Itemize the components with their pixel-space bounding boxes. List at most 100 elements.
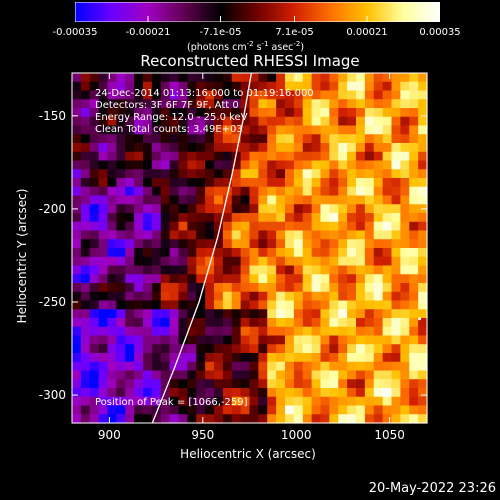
- heatmap-cell: [391, 125, 401, 135]
- heatmap-cell: [125, 125, 135, 135]
- heatmap-cell: [196, 90, 206, 100]
- heatmap-cell: [107, 213, 117, 223]
- heatmap-cell: [347, 160, 357, 170]
- heatmap-cell: [302, 309, 313, 319]
- heatmap-cell: [169, 309, 180, 319]
- heatmap-cell: [391, 178, 401, 188]
- heatmap-cell: [169, 256, 180, 267]
- heatmap-cell: [98, 344, 109, 354]
- heatmap-cell: [125, 370, 135, 380]
- heatmap-cell: [285, 239, 295, 249]
- heatmap-cell: [409, 370, 419, 380]
- heatmap-cell: [338, 169, 348, 179]
- heatmap-cell: [178, 318, 188, 328]
- heatmap-cell: [267, 396, 277, 407]
- heatmap-cell: [98, 405, 109, 415]
- heatmap-cell: [116, 361, 126, 372]
- heatmap-cell: [285, 99, 295, 109]
- heatmap-cell: [98, 326, 109, 337]
- heatmap-cell: [347, 256, 357, 267]
- heatmap-cell: [364, 326, 375, 337]
- heatmap-cell: [107, 318, 117, 328]
- heatmap-cell: [222, 143, 233, 153]
- heatmap-cell: [169, 204, 180, 214]
- heatmap-cell: [356, 213, 366, 223]
- solar-limb-curve: [152, 73, 251, 423]
- heatmap-cell: [222, 239, 233, 249]
- heatmap-cell: [240, 274, 251, 284]
- heatmap-cell: [285, 248, 295, 258]
- heatmap-cell: [258, 283, 268, 293]
- heatmap-cell: [89, 90, 100, 100]
- heatmap-cell: [382, 151, 393, 162]
- heatmap-cell: [187, 151, 197, 162]
- heatmap-cell: [285, 396, 295, 407]
- heatmap-cell: [373, 265, 384, 275]
- heatmap-cell: [258, 248, 268, 258]
- heatmap-cell: [285, 116, 295, 127]
- heatmap-cell: [373, 186, 384, 197]
- heatmap-cell: [249, 186, 259, 197]
- heatmap-cell: [364, 274, 375, 284]
- heatmap-cell: [400, 300, 410, 310]
- heatmap-cell: [267, 379, 277, 389]
- heatmap-cell: [382, 379, 393, 389]
- heatmap-cell: [143, 169, 153, 179]
- heatmap-cell: [267, 300, 277, 310]
- heatmap-cell: [364, 361, 375, 372]
- heatmap-cell: [302, 318, 313, 328]
- heatmap-cell: [107, 274, 117, 284]
- heatmap-cell: [98, 274, 109, 284]
- heatmap-cell: [89, 239, 100, 249]
- x-tick-label: 950: [191, 428, 215, 442]
- heatmap-cell: [373, 125, 384, 135]
- heatmap-cell: [187, 213, 197, 223]
- heatmap-cell: [107, 248, 117, 258]
- heatmap-cell: [302, 90, 313, 100]
- heatmap-cell: [178, 414, 188, 424]
- heatmap-cell: [356, 370, 366, 380]
- colorbar-units: (photons cm-2 s-1 asec-2): [187, 40, 305, 54]
- heatmap-cell: [116, 370, 126, 380]
- heatmap-cell: [98, 309, 109, 319]
- heatmap-cell: [311, 326, 322, 337]
- heatmap-cell: [134, 361, 144, 372]
- heatmap-cell: [258, 143, 268, 153]
- heatmap-cell: [169, 353, 180, 363]
- heatmap-cell: [373, 300, 384, 310]
- heatmap-cell: [178, 186, 188, 197]
- heatmap-cell: [169, 186, 180, 197]
- heatmap-cell: [80, 90, 91, 100]
- heatmap-cell: [160, 134, 171, 144]
- heatmap-cell: [258, 274, 268, 284]
- heatmap-cell: [196, 143, 206, 153]
- heatmap-cell: [267, 256, 277, 267]
- x-tick-label: 1000: [280, 428, 312, 442]
- heatmap-cell: [347, 151, 357, 162]
- heatmap-cell: [98, 108, 109, 118]
- heatmap-cell: [302, 73, 313, 83]
- heatmap-cell: [409, 256, 419, 267]
- heatmap-cell: [364, 178, 375, 188]
- heatmap-cell: [134, 414, 144, 424]
- heatmap-cell: [320, 326, 330, 337]
- heatmap-cell: [249, 239, 259, 249]
- heatmap-cell: [134, 230, 144, 240]
- heatmap-cell: [205, 151, 215, 162]
- heatmap-cell: [196, 160, 206, 170]
- heatmap-cell: [364, 151, 375, 162]
- heatmap-cell: [249, 230, 259, 240]
- heatmap-cell: [134, 73, 144, 83]
- heatmap-cell: [418, 116, 428, 127]
- heatmap-cell: [249, 396, 259, 407]
- heatmap-cell: [364, 396, 375, 407]
- heatmap-cell: [143, 265, 153, 275]
- heatmap-cell: [160, 405, 171, 415]
- heatmap-cell: [143, 204, 153, 214]
- heatmap-cell: [249, 265, 259, 275]
- heatmap-cell: [196, 178, 206, 188]
- heatmap-cell: [240, 353, 251, 363]
- heatmap-cell: [320, 116, 330, 127]
- heatmap-cell: [205, 125, 215, 135]
- heatmap-cell: [107, 108, 117, 118]
